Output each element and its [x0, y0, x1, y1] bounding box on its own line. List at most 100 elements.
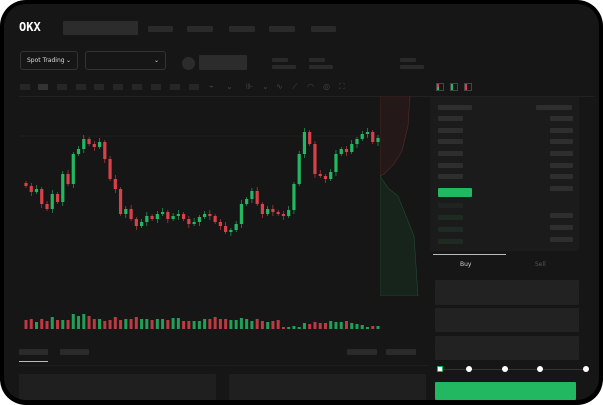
volume-bar: [119, 320, 123, 329]
candle: [87, 137, 91, 146]
candle-body: [365, 132, 370, 134]
tab-sell[interactable]: Sell: [535, 261, 546, 268]
ask-depth-area: [380, 96, 411, 177]
pair-select[interactable]: ⌄: [85, 51, 166, 70]
volume-bar: [218, 319, 222, 329]
ask-amount: [550, 151, 573, 156]
candle-body: [40, 189, 44, 204]
market-type-select[interactable]: Spot Trading ⌄: [20, 51, 78, 70]
last-price-badge[interactable]: [438, 188, 472, 197]
timeframe-button[interactable]: [170, 84, 180, 90]
volume-bar: [339, 322, 343, 329]
timeframe-button[interactable]: [132, 84, 142, 90]
volume-bar: [281, 327, 285, 329]
chevron-down-icon: ⌄: [65, 57, 71, 64]
slider-step[interactable]: [583, 366, 589, 372]
candle-body: [318, 174, 322, 176]
chevron-down-icon[interactable]: ⌄: [226, 82, 233, 91]
volume-bar: [276, 320, 280, 329]
indicator-icon[interactable]: ⊪: [246, 82, 253, 91]
volume-bar: [66, 320, 70, 329]
ask-amount: [550, 128, 573, 133]
candle: [50, 190, 54, 213]
candle-body: [255, 191, 259, 204]
candle: [145, 212, 149, 226]
panel-divider: [382, 96, 595, 97]
asks-only-icon[interactable]: [464, 83, 472, 91]
candle-body: [260, 204, 265, 214]
candle-body: [61, 174, 65, 202]
timeframe-button[interactable]: [189, 84, 199, 90]
nav-item[interactable]: [311, 26, 336, 32]
filter-button[interactable]: [386, 349, 416, 355]
volume-bar: [24, 320, 28, 329]
timeframe-button[interactable]: [20, 84, 30, 90]
candle: [113, 175, 117, 193]
slider-handle[interactable]: [437, 366, 443, 372]
filter-button[interactable]: [347, 349, 377, 355]
candle: [150, 214, 154, 221]
volume-bar: [171, 318, 175, 329]
total-input[interactable]: [435, 336, 579, 360]
candle-body: [203, 214, 207, 217]
wave-icon[interactable]: ∿: [276, 82, 283, 91]
settings-icon[interactable]: ◎: [323, 82, 330, 91]
chevron-down-icon[interactable]: ⌄: [262, 82, 269, 91]
volume-bar: [376, 326, 380, 329]
candlestick-chart[interactable]: [4, 4, 384, 334]
tab-buy[interactable]: Buy: [460, 261, 472, 268]
okx-logo[interactable]: OKX: [19, 20, 41, 34]
active-tab-underline: [19, 361, 48, 362]
search-bar[interactable]: [63, 21, 138, 35]
camera-icon[interactable]: ◠: [307, 82, 314, 91]
tab-order-history[interactable]: [60, 349, 89, 355]
nav-item[interactable]: [148, 26, 173, 32]
price-input[interactable]: [435, 280, 579, 305]
candle: [155, 211, 159, 223]
volume-bar: [313, 322, 317, 329]
candle-body: [150, 216, 154, 219]
candle: [61, 171, 65, 206]
volume-bar: [365, 327, 369, 329]
timeframe-button[interactable]: [113, 84, 123, 90]
buy-submit-button[interactable]: [435, 382, 576, 400]
tab-open-orders[interactable]: [19, 349, 48, 355]
timeframe-button[interactable]: [76, 84, 86, 90]
nav-item[interactable]: [187, 26, 213, 32]
fullscreen-icon[interactable]: ⛶: [339, 82, 345, 91]
both-sides-icon[interactable]: [436, 83, 444, 91]
volume-bar: [176, 318, 180, 329]
volume-bar: [40, 319, 44, 329]
slider-step[interactable]: [502, 366, 508, 372]
ask-amount: [550, 174, 573, 179]
timeframe-button[interactable]: [38, 84, 48, 90]
amount-input[interactable]: [435, 308, 579, 332]
candle: [160, 208, 165, 216]
ask-amount: [550, 186, 573, 191]
volume-bar: [318, 323, 322, 329]
timeframe-button[interactable]: [94, 84, 104, 90]
candle-body: [50, 194, 54, 209]
candle-body: [118, 189, 123, 214]
volume-bar: [113, 317, 117, 329]
nav-item[interactable]: [269, 26, 295, 32]
market-type-label: Spot Trading: [27, 57, 65, 64]
candle-body: [129, 209, 133, 219]
depth-chart: [380, 96, 419, 296]
nav-item[interactable]: [229, 26, 255, 32]
amount-slider-track[interactable]: [440, 369, 588, 370]
candle-body: [329, 172, 333, 179]
candle-body: [302, 132, 307, 154]
candle: [344, 146, 349, 156]
volume-bar: [287, 327, 291, 329]
slider-step[interactable]: [537, 366, 543, 372]
candle: [255, 187, 259, 206]
bid-amount: [550, 237, 573, 242]
timeframe-button[interactable]: [57, 84, 67, 90]
ruler-icon[interactable]: ⟋: [292, 82, 298, 91]
timeframe-button[interactable]: [151, 84, 161, 90]
bids-only-icon[interactable]: [450, 83, 458, 91]
slider-step[interactable]: [466, 366, 472, 372]
line-icon[interactable]: ⌁: [209, 82, 214, 91]
candle: [124, 206, 128, 218]
